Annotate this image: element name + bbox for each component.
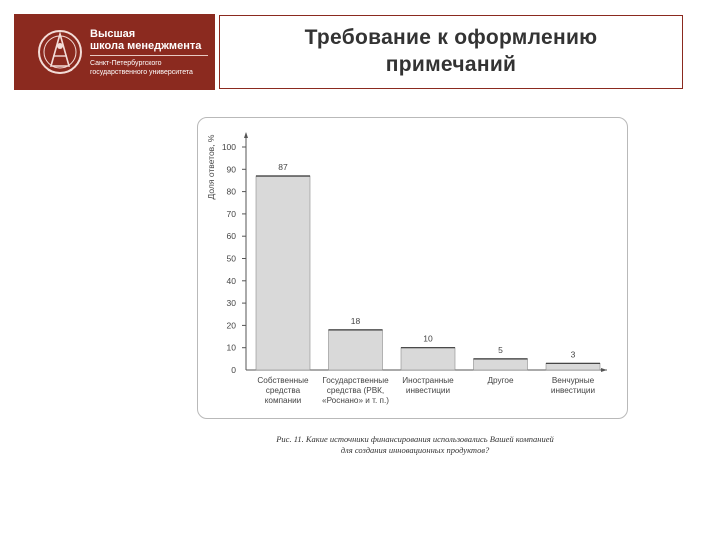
data-label: 10 <box>423 334 433 344</box>
data-label: 18 <box>351 316 361 326</box>
data-label: 5 <box>498 345 503 355</box>
y-tick-label: 20 <box>227 320 237 330</box>
data-label: 3 <box>571 349 576 359</box>
logo-title-line-2: школа менеджмента <box>90 40 202 52</box>
slide-title-line-1: Требование к оформлению <box>304 26 598 49</box>
caption-line-2: для создания инновационных продуктов? <box>340 445 490 455</box>
y-axis: 0 10 20 30 40 50 60 70 80 90 100 Доля ответов, % <box>206 132 607 375</box>
caption-line-1: Рис. 11. Какие источники финансирования … <box>276 434 554 444</box>
y-tick-label: 30 <box>227 298 237 308</box>
bar <box>255 175 311 371</box>
y-tick-label: 90 <box>227 164 237 174</box>
x-category-label: Собственные <box>257 376 309 385</box>
x-axis-arrow <box>601 368 607 372</box>
y-axis-title: Доля ответов, % <box>206 134 216 199</box>
slide-title-line-2: примечаний <box>385 53 517 76</box>
y-tick-label: 10 <box>227 343 237 353</box>
x-category-label: Другое <box>487 376 513 385</box>
bars: 87 18 10 5 3 <box>255 162 601 371</box>
logo-block: Высшая школа менеджмента Санкт-Петербург… <box>14 14 215 90</box>
x-category-label: средства (РВК, <box>327 386 384 395</box>
bar <box>545 363 601 371</box>
x-category-label: Венчурные <box>552 376 595 385</box>
logo-subtitle-line-1: Санкт-Петербургского <box>90 60 162 67</box>
bar <box>400 347 456 371</box>
y-tick-label: 60 <box>227 231 237 241</box>
logo-divider <box>90 55 208 56</box>
y-tick-label: 80 <box>227 187 237 197</box>
x-category-label: Иностранные <box>402 376 454 385</box>
logo-subtitle-line-2: государственного университета <box>90 69 193 76</box>
x-category-label: средства <box>266 386 301 395</box>
chart-frame <box>197 117 628 419</box>
y-axis-arrow <box>244 132 248 138</box>
bar <box>473 358 528 371</box>
x-category-label: инвестиции <box>551 386 595 395</box>
y-tick-label: 100 <box>222 142 236 152</box>
y-tick-label: 40 <box>227 276 237 286</box>
bar-chart: 0 10 20 30 40 50 60 70 80 90 100 Доля ответов, % 87… <box>206 132 607 405</box>
data-label: 87 <box>278 162 288 172</box>
y-tick-label: 70 <box>227 209 237 219</box>
university-emblem-icon <box>38 30 82 74</box>
x-category-label: инвестиции <box>406 386 450 395</box>
logo-title-line-1: Высшая <box>90 28 136 40</box>
x-category-label: компании <box>265 396 302 405</box>
x-category-label: «Роснано» и т. п.) <box>322 396 389 405</box>
bar <box>328 329 383 371</box>
y-tick-label: 50 <box>227 254 237 264</box>
x-category-label: Государственные <box>322 376 389 385</box>
figure-caption: Рис. 11. Какие источники финансирования … <box>222 434 608 456</box>
slide-title-box: Требование к оформлению примечаний <box>219 15 683 89</box>
y-tick-label: 0 <box>231 365 236 375</box>
